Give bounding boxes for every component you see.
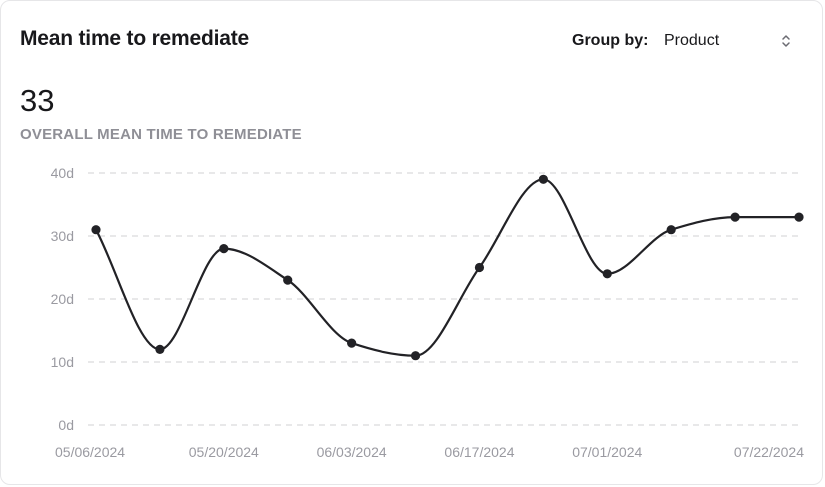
y-tick-label: 40d [51, 165, 74, 181]
data-point[interactable] [347, 338, 357, 348]
group-by-control: Group by: Product [572, 29, 790, 53]
y-tick-label: 0d [58, 417, 74, 433]
y-axis-ticks: 0d 10d 20d 30d 40d [51, 165, 74, 433]
y-tick-label: 20d [51, 291, 74, 307]
overall-mttr-label: OVERALL MEAN TIME TO REMEDIATE [20, 126, 302, 143]
data-point[interactable] [155, 344, 165, 354]
x-tick-label: 06/03/2024 [317, 444, 387, 460]
data-point[interactable] [219, 244, 229, 254]
data-point[interactable] [666, 225, 676, 235]
x-tick-label: 05/20/2024 [189, 444, 259, 460]
x-tick-label: 07/01/2024 [572, 444, 642, 460]
overall-mttr-value: 33 [20, 83, 55, 118]
data-point[interactable] [410, 351, 421, 361]
data-point[interactable] [602, 269, 612, 279]
data-point[interactable] [283, 275, 293, 285]
series-line [95, 178, 799, 357]
chart-grid [88, 172, 800, 426]
y-tick-label: 10d [51, 354, 74, 370]
y-tick-label: 30d [51, 228, 74, 244]
x-tick-label: 05/06/2024 [55, 444, 125, 460]
data-point[interactable] [91, 225, 101, 235]
data-point[interactable] [794, 212, 804, 222]
group-by-value: Product [664, 32, 720, 49]
series-layer [95, 178, 799, 357]
chevron-up-down-icon [782, 35, 790, 47]
point-layer [91, 174, 804, 361]
data-point[interactable] [474, 262, 485, 273]
x-axis-ticks: 05/06/2024 05/20/2024 06/03/2024 06/17/2024… [55, 444, 804, 460]
x-tick-label: 06/17/2024 [444, 444, 514, 460]
x-tick-label: 07/22/2024 [734, 444, 804, 460]
data-point[interactable] [730, 212, 740, 222]
data-point[interactable] [538, 174, 548, 184]
group-by-select[interactable]: Product [664, 29, 796, 53]
card-title: Mean time to remediate [20, 27, 249, 50]
group-by-label: Group by: [572, 32, 649, 49]
